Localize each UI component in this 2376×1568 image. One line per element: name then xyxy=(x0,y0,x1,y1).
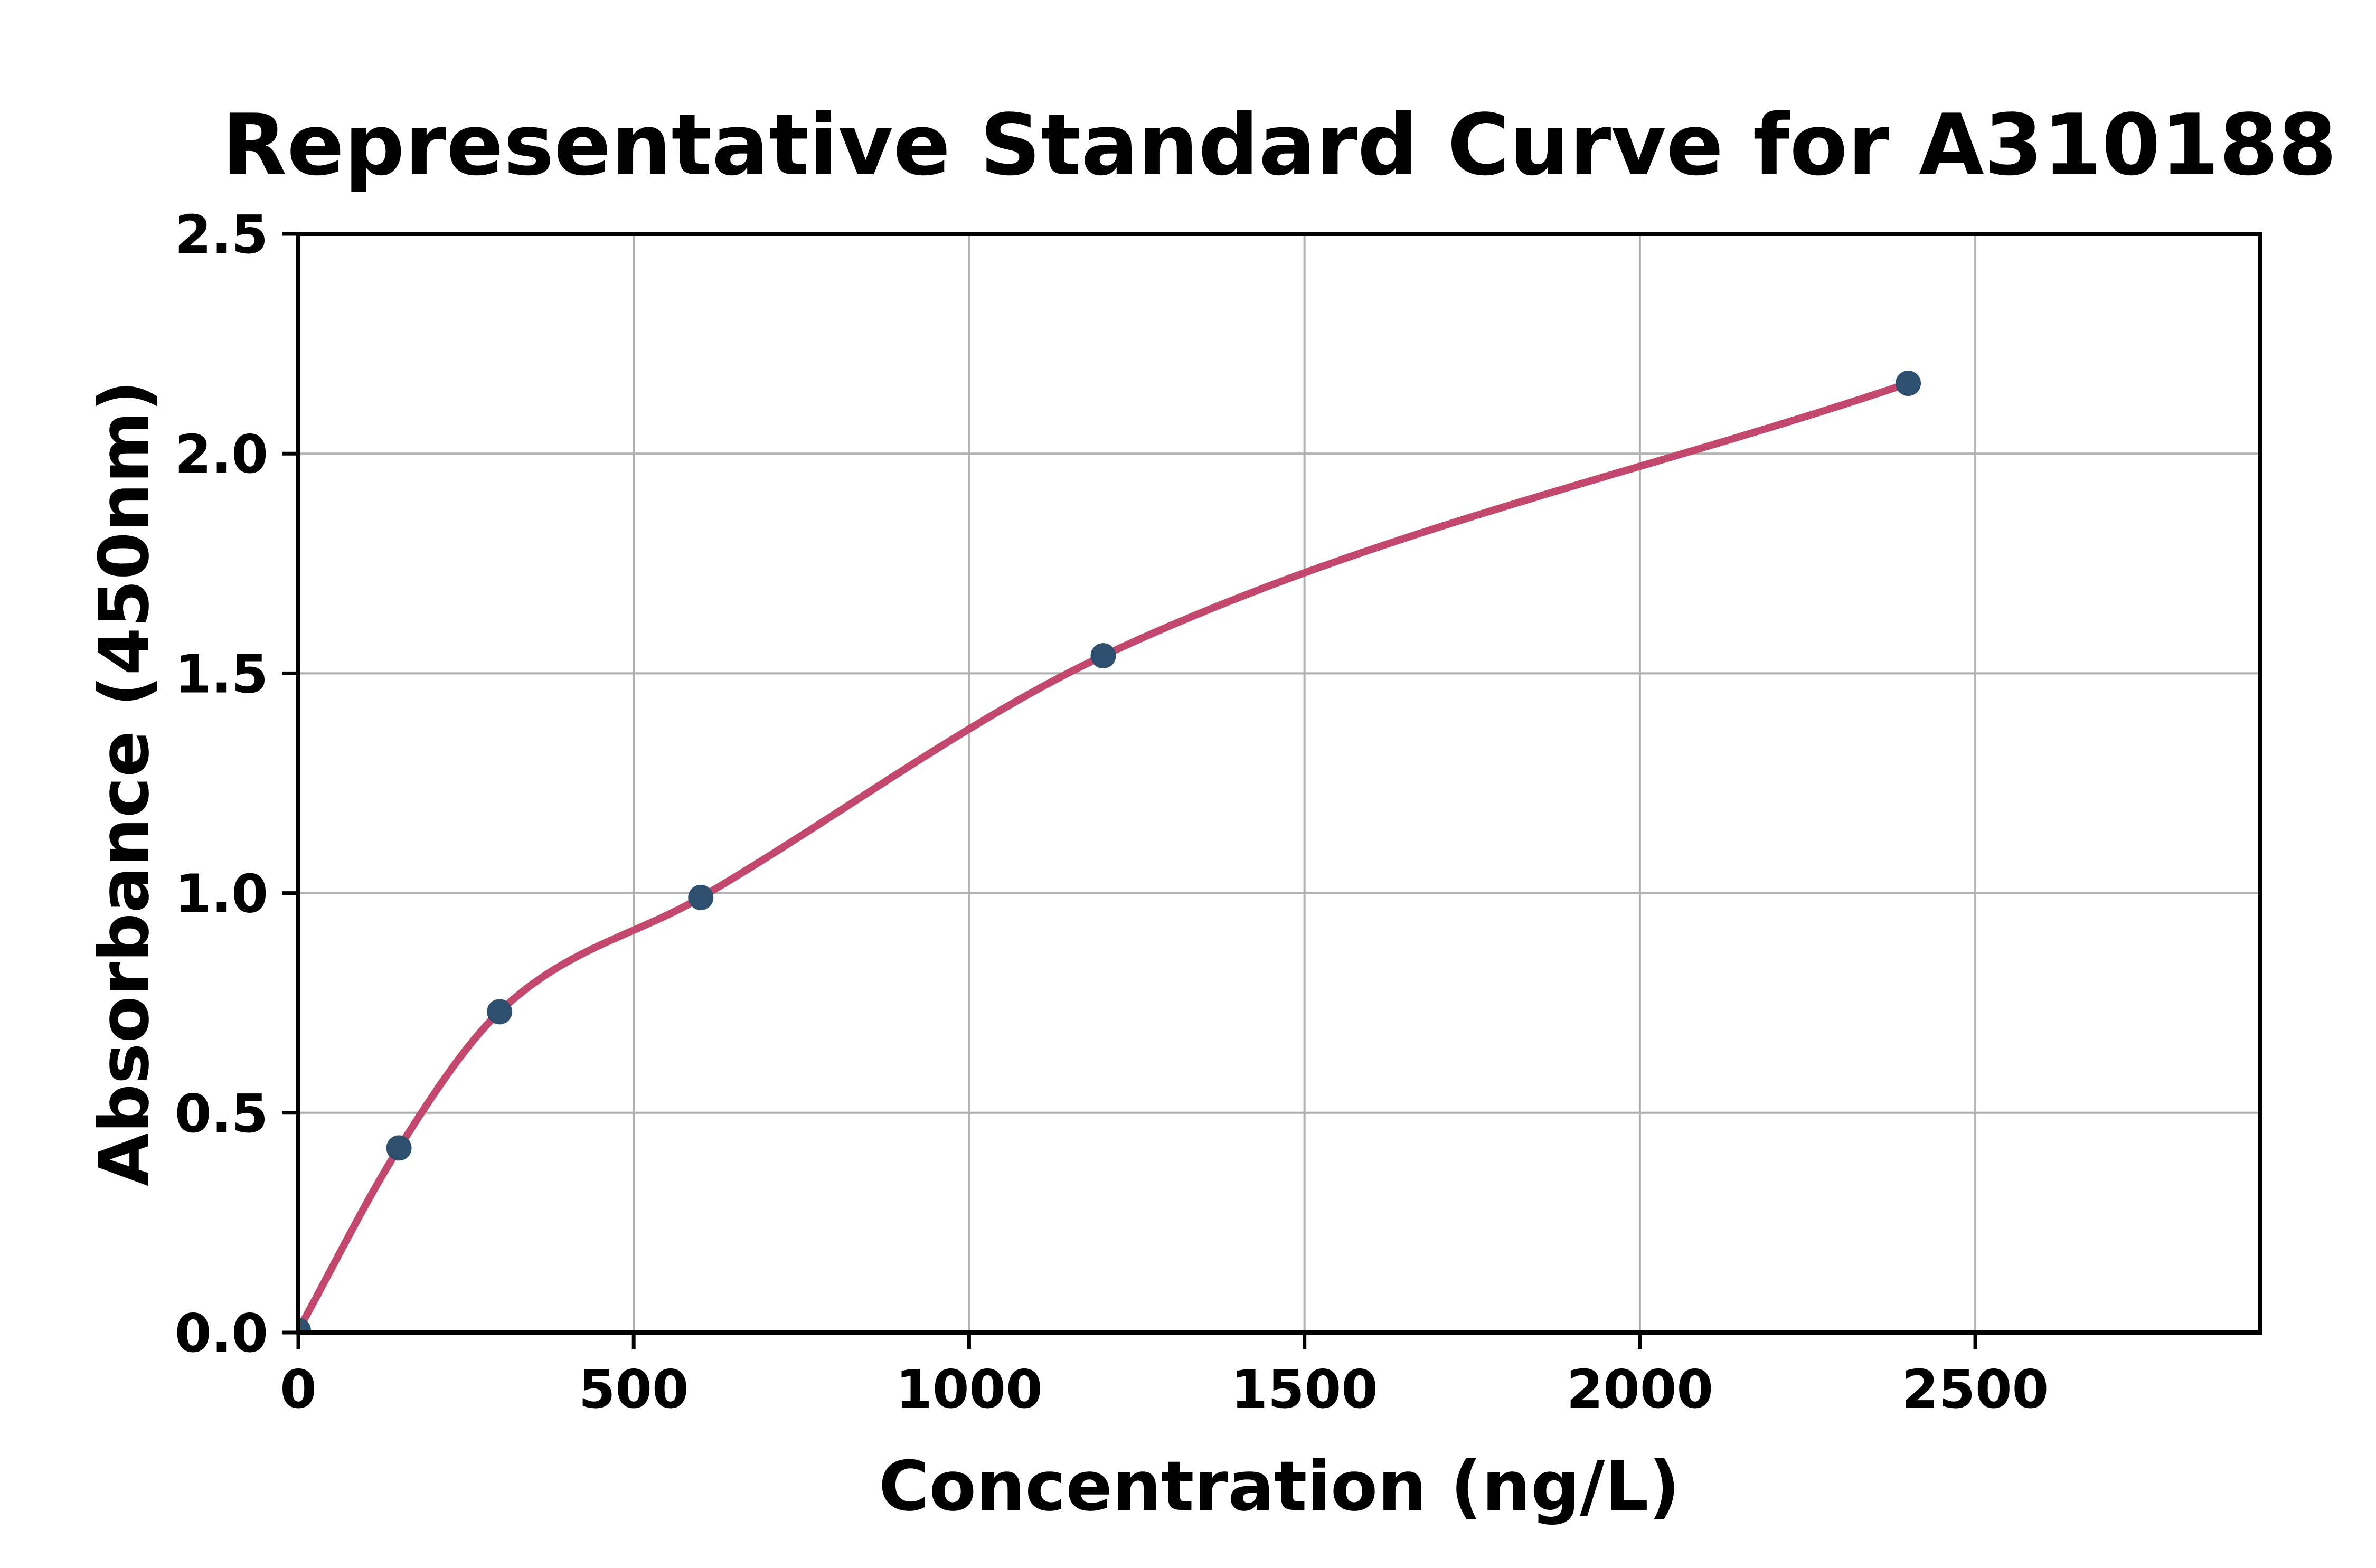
x-tick-label: 2000 xyxy=(1567,1358,1713,1420)
y-tick-label: 1.0 xyxy=(175,863,268,925)
chart-title: Representative Standard Curve for A31018… xyxy=(222,96,2337,194)
data-point xyxy=(1090,643,1116,669)
y-axis-label: Absorbance (450nm) xyxy=(84,380,164,1186)
y-tick-label: 2.5 xyxy=(175,204,268,266)
x-tick-label: 1000 xyxy=(895,1358,1042,1420)
data-point xyxy=(688,884,714,910)
data-point xyxy=(1896,371,1921,396)
x-tick-label: 2500 xyxy=(1902,1358,2049,1420)
x-axis-label: Concentration (ng/L) xyxy=(879,1446,1680,1526)
y-tick-label: 0.0 xyxy=(175,1302,268,1364)
plot-area xyxy=(298,371,1921,1333)
data-point xyxy=(386,1135,412,1161)
y-tick-label: 2.0 xyxy=(175,423,268,485)
data-point xyxy=(487,999,513,1025)
x-tick-label: 500 xyxy=(579,1358,689,1420)
data-point xyxy=(298,1317,311,1333)
x-tick-label: 1500 xyxy=(1231,1358,1378,1420)
y-tick-label: 0.5 xyxy=(175,1083,268,1145)
x-tick-label: 0 xyxy=(280,1358,317,1420)
y-tick-label: 1.5 xyxy=(175,643,268,705)
axes-box xyxy=(296,232,2262,1335)
